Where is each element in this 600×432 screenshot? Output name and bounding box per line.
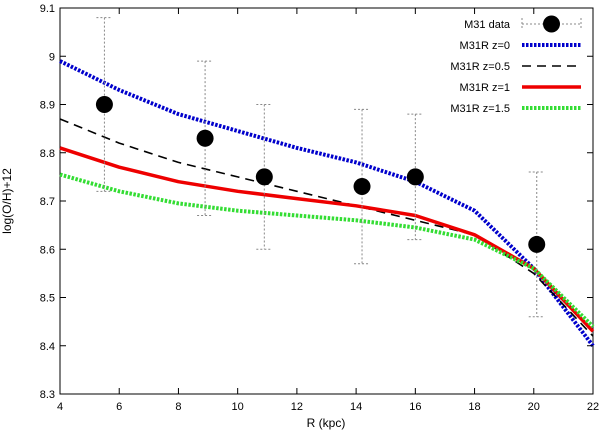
x-tick-label: 4: [57, 401, 63, 413]
legend-label: M31R z=1.5: [450, 103, 510, 115]
x-tick-label: 22: [587, 401, 599, 413]
y-tick-label: 8.7: [40, 196, 55, 208]
y-tick-label: 8.3: [40, 389, 55, 401]
x-tick-label: 16: [409, 401, 421, 413]
x-axis-label: R (kpc): [307, 416, 346, 430]
data-point: [406, 168, 424, 186]
series-line-m31r-z-1: [59, 146, 595, 333]
y-tick-label: 9: [49, 51, 55, 63]
ticks-layer: 4 6 8 10 12 14 16 18 20 22 8.3 8.4 8.5 8.6 8.7 8.8 8.9 9 9…: [40, 3, 599, 413]
legend-sample-point: [543, 15, 560, 33]
y-tick-label: 8.8: [40, 148, 55, 160]
series-line-m31r-z-1-5: [59, 172, 595, 328]
y-tick-label: 9.1: [40, 3, 55, 15]
data-point: [353, 178, 371, 196]
y-tick-label: 8.9: [40, 100, 55, 112]
data-point: [255, 168, 273, 186]
x-tick-label: 20: [528, 401, 540, 413]
legend-label: M31 data: [464, 19, 511, 31]
legend: M31 data M31R z=0 M31R z=0.5 M31R z=1 M31R z…: [450, 15, 582, 115]
data-point: [95, 96, 113, 113]
legend-label: M31R z=1: [460, 82, 510, 94]
data-point: [196, 129, 214, 147]
y-tick-label: 8.6: [40, 244, 55, 256]
data-point: [528, 235, 546, 253]
x-tick-label: 8: [175, 401, 181, 413]
series-line-m31r-z-0-5: [59, 118, 594, 337]
x-tick-label: 18: [468, 401, 480, 413]
series-line-m31r-z-0: [59, 59, 595, 348]
x-tick-label: 14: [350, 401, 362, 413]
y-tick-label: 8.5: [40, 293, 55, 305]
series-layer: [59, 17, 595, 348]
y-axis-label: log(O/H)+12: [0, 168, 14, 234]
legend-label: M31R z=0: [460, 40, 510, 52]
x-tick-label: 10: [232, 401, 244, 413]
legend-label: M31R z=0.5: [450, 61, 510, 73]
x-tick-label: 12: [291, 401, 303, 413]
y-tick-label: 8.4: [40, 341, 55, 353]
x-tick-label: 6: [116, 401, 122, 413]
